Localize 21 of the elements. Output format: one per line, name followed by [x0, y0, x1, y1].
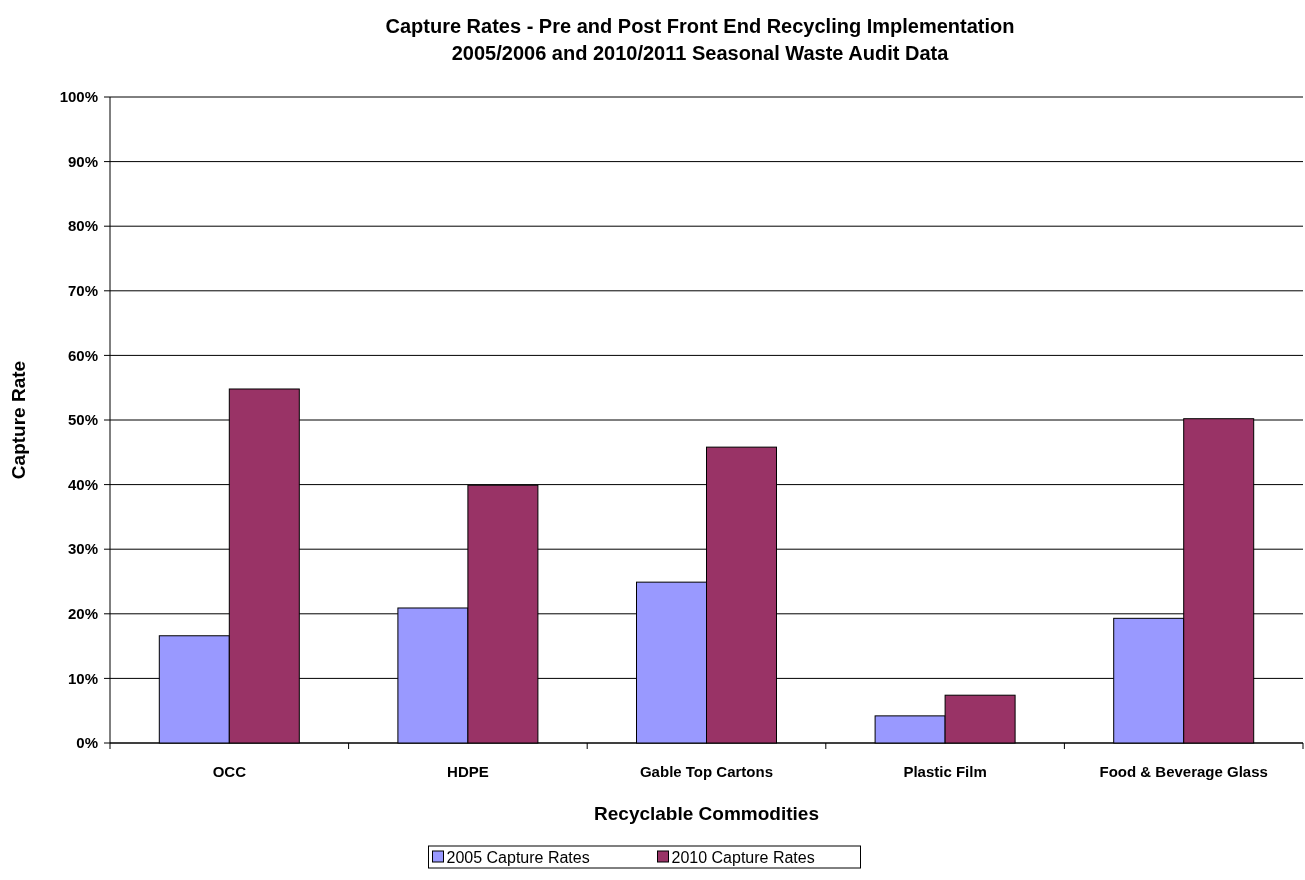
x-tick-label: Plastic Film: [903, 763, 987, 780]
y-tick-label: 70%: [67, 282, 98, 300]
y-tick-label: 80%: [67, 217, 98, 235]
y-tick-label: 10%: [67, 669, 98, 687]
x-axis-title: Recyclable Commodities: [594, 803, 819, 824]
legend-label: 2005 Capture Rates: [446, 848, 590, 866]
x-tick-label: OCC: [212, 763, 247, 780]
x-tick-label: Gable Top Cartons: [639, 763, 774, 780]
x-tick-label: HDPE: [447, 763, 489, 780]
chart-title: Capture Rates - Pre and Post Front End Recycling Implementation 2005/2006 and 2010/2011 Seasonal Waste Audit Data: [385, 15, 1015, 64]
legend-label: 2010 Capture Rates: [671, 848, 815, 866]
y-axis-title: Capture Rate: [8, 360, 29, 480]
y-tick-label: 50%: [67, 411, 98, 429]
y-tick-label: 40%: [67, 475, 98, 493]
y-tick-label: 20%: [67, 605, 98, 623]
x-tick-label: Food & Beverage Glass: [1099, 763, 1268, 780]
y-tick-label: 60%: [67, 346, 98, 364]
y-tick-label: 0%: [76, 734, 98, 752]
y-tick-label: 90%: [67, 152, 98, 170]
y-tick-label: 30%: [67, 540, 98, 558]
y-tick-label: 100%: [59, 88, 98, 106]
